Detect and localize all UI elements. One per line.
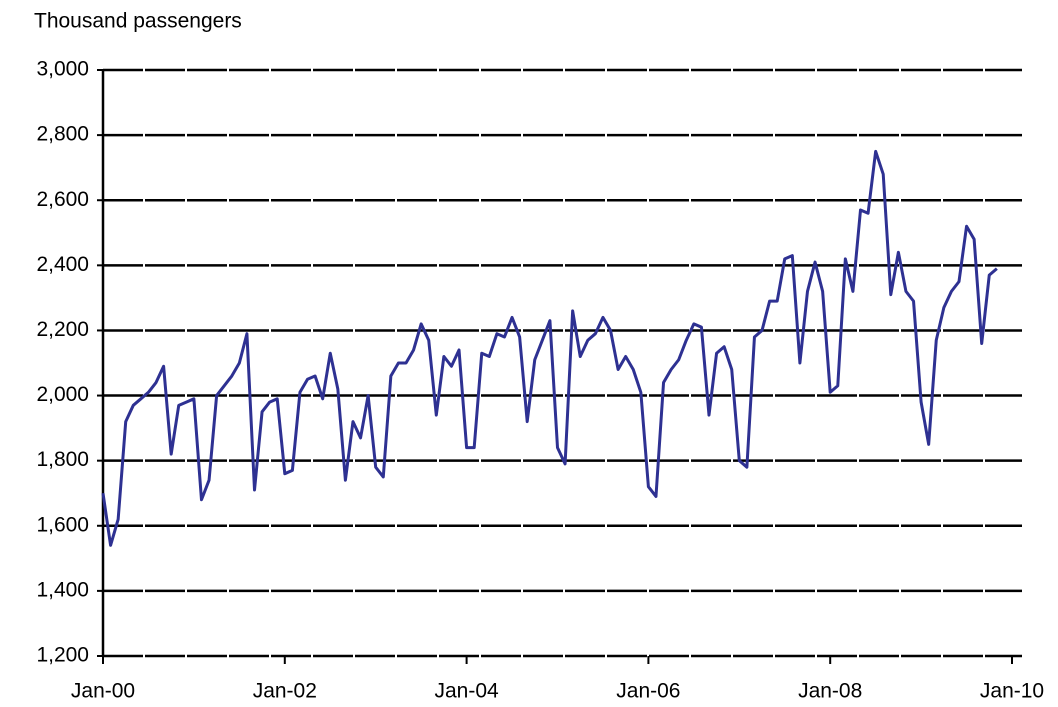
x-tick-label: Jan-06 xyxy=(616,680,680,703)
x-tick-label: Jan-04 xyxy=(434,680,499,703)
x-tick-label: Jan-10 xyxy=(980,680,1044,703)
y-tick-label: 2,400 xyxy=(36,253,89,276)
y-tick-label: 3,000 xyxy=(36,58,89,81)
y-tick-label: 1,600 xyxy=(36,513,89,536)
y-tick-label: 1,400 xyxy=(36,578,89,601)
y-tick-label: 1,200 xyxy=(36,644,89,667)
x-tick-label: Jan-00 xyxy=(71,680,135,703)
x-tick-label: Jan-02 xyxy=(253,680,317,703)
x-tick-label: Jan-08 xyxy=(798,680,862,703)
data-line xyxy=(101,149,998,547)
y-tick-label: 2,000 xyxy=(36,383,89,406)
y-tick-label: 2,800 xyxy=(36,123,89,146)
y-tick-label: 2,200 xyxy=(36,318,89,341)
y-tick-label: 2,600 xyxy=(36,188,89,211)
axis-title: Thousand passengers xyxy=(34,10,242,33)
y-tick-label: 1,800 xyxy=(36,448,89,471)
